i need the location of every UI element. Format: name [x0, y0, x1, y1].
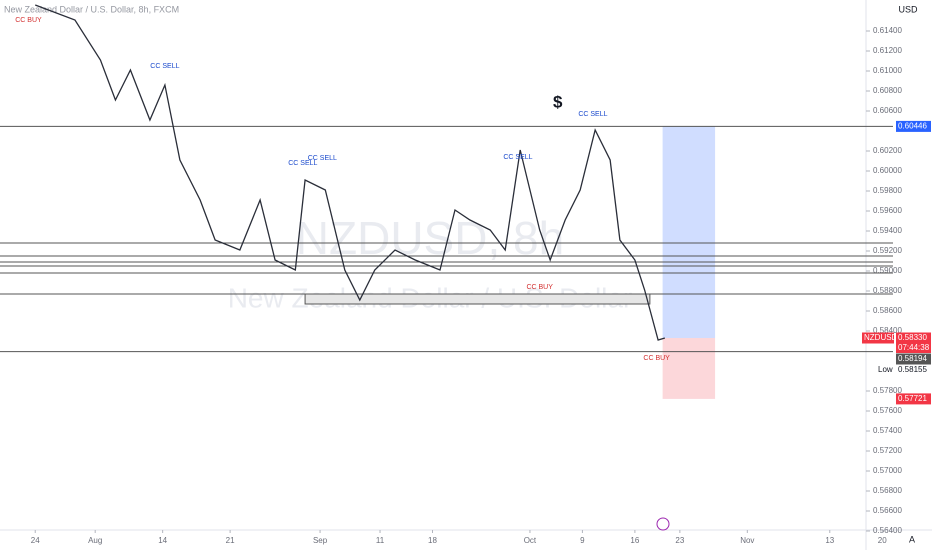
- x-tick-label: 11: [376, 536, 385, 545]
- price-tag: [896, 364, 931, 376]
- price-tag-label: 0.58155: [898, 365, 927, 374]
- x-tick-label: 9: [580, 536, 585, 545]
- stop-zone: [662, 338, 716, 399]
- y-tick-label: 0.57600: [873, 406, 902, 415]
- x-tick-label: Aug: [88, 536, 102, 545]
- price-tag-label: 0.58194: [898, 354, 927, 363]
- chart-title: New Zealand Dollar / U.S. Dollar, 8h, FX…: [4, 4, 179, 14]
- price-line: [34, 4, 666, 341]
- y-tick-label: 0.60600: [873, 106, 902, 115]
- time-tag: [896, 343, 931, 353]
- currency-label: USD: [898, 4, 918, 14]
- y-tick-label: 0.59400: [873, 226, 902, 235]
- annotation: CC BUY: [643, 355, 670, 362]
- y-tick-label: 0.59200: [873, 246, 902, 255]
- y-tick-label: 0.58400: [873, 326, 902, 335]
- y-tick-label: 0.57000: [873, 466, 902, 475]
- price-tag: [896, 353, 931, 365]
- y-tick-label: 0.60000: [873, 166, 902, 175]
- x-tick-label: 20: [878, 536, 887, 545]
- annotation: CC SELL: [578, 111, 607, 118]
- x-tick-label: 16: [630, 536, 639, 545]
- y-tick-label: 0.57400: [873, 426, 902, 435]
- y-tick-label: 0.59800: [873, 186, 902, 195]
- y-tick-label: 0.56600: [873, 506, 902, 515]
- auto-scale-button[interactable]: A: [909, 534, 915, 544]
- y-tick-label: 0.56400: [873, 526, 902, 535]
- price-tag: [896, 120, 931, 132]
- support-zone: [304, 293, 651, 305]
- annotation: CC SELL: [503, 154, 532, 161]
- x-tick-label: 18: [428, 536, 437, 545]
- y-tick-label: 0.56800: [873, 486, 902, 495]
- time-tag-label: 07:44:38: [898, 343, 930, 352]
- y-tick-label: 0.58600: [873, 306, 902, 315]
- annotation: $: [553, 92, 563, 111]
- x-tick-label: 13: [825, 536, 834, 545]
- event-icon[interactable]: [656, 517, 670, 531]
- target-zone: [662, 126, 716, 339]
- tag-name: NZDUSD: [864, 333, 898, 342]
- annotation: CC SELL: [308, 155, 337, 162]
- y-tick-label: 0.60800: [873, 86, 902, 95]
- watermark: NZDUSD, 8h: [296, 212, 564, 264]
- y-tick-label: 0.57200: [873, 446, 902, 455]
- y-tick-label: 0.57800: [873, 386, 902, 395]
- x-tick-label: Nov: [740, 536, 754, 545]
- x-tick-label: 24: [31, 536, 40, 545]
- x-tick-label: 14: [158, 536, 167, 545]
- y-tick-label: 0.61000: [873, 66, 902, 75]
- annotation: CC BUY: [15, 17, 42, 24]
- annotation: CC SELL: [150, 63, 179, 70]
- x-tick-label: 23: [675, 536, 684, 545]
- annotation: CC BUY: [526, 284, 553, 291]
- price-tag-label: 0.58330: [898, 333, 927, 342]
- x-tick-label: Oct: [524, 536, 537, 545]
- x-tick-label: 21: [226, 536, 235, 545]
- tag-name-bg: [862, 332, 894, 344]
- tag-name: Low: [878, 365, 893, 374]
- y-tick-label: 0.58800: [873, 286, 902, 295]
- y-tick-label: 0.61400: [873, 26, 902, 35]
- annotation: CC SELL: [288, 160, 317, 167]
- tag-name-bg: [872, 364, 896, 376]
- y-tick-label: 0.59000: [873, 266, 902, 275]
- y-tick-label: 0.59600: [873, 206, 902, 215]
- price-tag: [896, 332, 931, 344]
- y-tick-label: 0.60200: [873, 146, 902, 155]
- price-tag-label: 0.60446: [898, 122, 927, 131]
- price-tag-label: 0.57721: [898, 394, 927, 403]
- price-tag: [896, 393, 931, 405]
- y-tick-label: 0.61200: [873, 46, 902, 55]
- x-tick-label: Sep: [313, 536, 328, 545]
